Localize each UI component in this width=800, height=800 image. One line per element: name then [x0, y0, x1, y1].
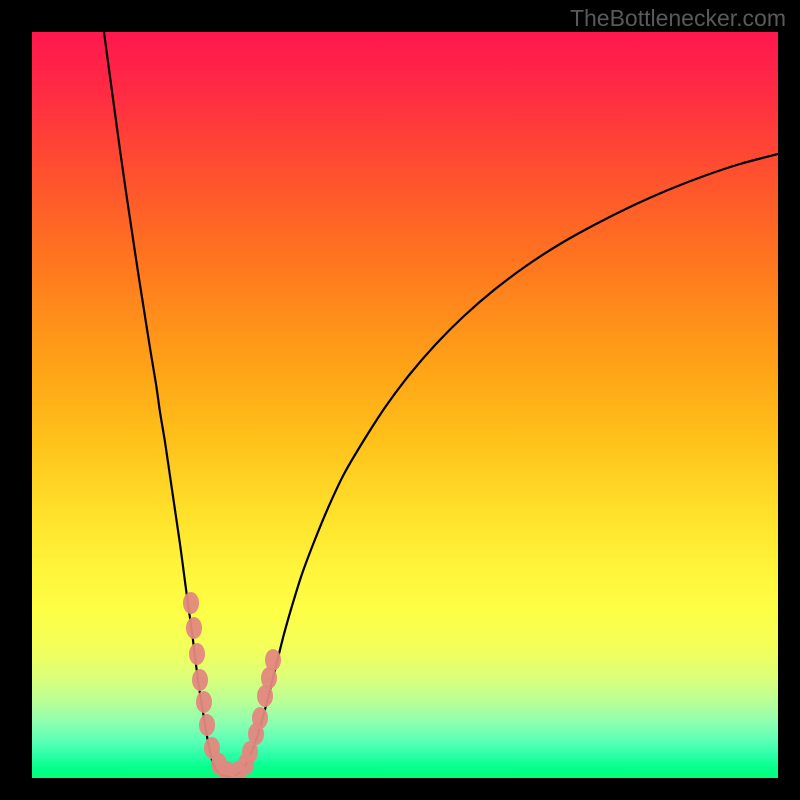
- left-curve: [104, 32, 230, 777]
- data-marker: [189, 643, 205, 665]
- data-marker: [196, 691, 212, 713]
- data-marker: [186, 617, 202, 639]
- plot-area: [32, 32, 778, 778]
- data-marker: [199, 714, 215, 736]
- right-curve: [230, 154, 778, 777]
- watermark-text: TheBottlenecker.com: [570, 5, 786, 32]
- data-marker: [183, 592, 199, 614]
- curve-layer: [32, 32, 778, 778]
- marker-group: [183, 592, 281, 778]
- data-marker: [265, 649, 281, 671]
- data-marker: [192, 669, 208, 691]
- chart-canvas: TheBottlenecker.com: [0, 0, 800, 800]
- data-marker: [252, 707, 268, 729]
